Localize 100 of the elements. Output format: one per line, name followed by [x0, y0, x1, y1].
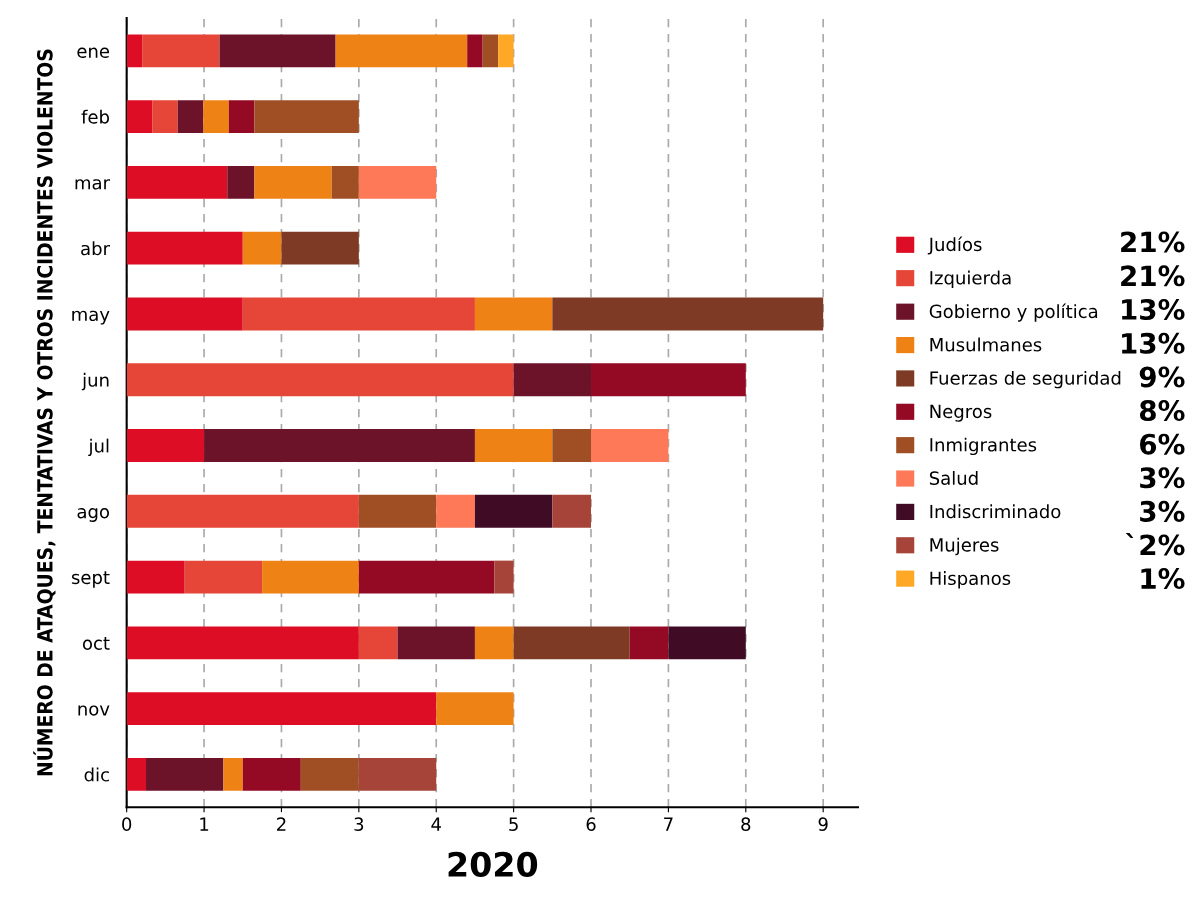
- bar: [242, 757, 301, 791]
- bar: [358, 494, 437, 528]
- bar: [262, 560, 359, 594]
- y-tick-label: nov: [78, 705, 110, 716]
- y-tick-label: may: [72, 310, 110, 325]
- x-tick-label: 4: [431, 817, 441, 831]
- bar: [126, 757, 147, 791]
- legend-label: Salud: [929, 470, 978, 485]
- bar: [513, 626, 630, 660]
- y-tick-label: mar: [75, 179, 110, 190]
- y-tick-label: ago: [77, 508, 110, 522]
- text: 3%: [1140, 500, 1185, 522]
- bar: [126, 297, 243, 331]
- bar: [126, 626, 359, 660]
- bar: [227, 165, 255, 199]
- text: 21%: [1121, 231, 1185, 253]
- x-tick-label: 0: [122, 817, 132, 831]
- y-tick-label: oct: [82, 637, 110, 650]
- bar: [300, 757, 359, 791]
- legend-label: Mujeres: [930, 537, 999, 556]
- text: 3%: [1140, 467, 1185, 489]
- x-tick-label: 7: [664, 817, 673, 831]
- bar: [126, 231, 243, 265]
- bar: [552, 429, 592, 462]
- bar: [126, 100, 153, 134]
- bar: [513, 363, 592, 397]
- y-tick-label: abr: [81, 241, 110, 256]
- bar: [126, 560, 185, 594]
- bar: [494, 560, 514, 594]
- bar: [358, 560, 495, 594]
- bar: [436, 692, 514, 726]
- x-tick-label: 2: [277, 817, 286, 831]
- bar: [228, 100, 255, 134]
- text: 13%: [1122, 298, 1185, 320]
- bar: [254, 165, 332, 199]
- x-tick-label: 5: [509, 817, 518, 831]
- y-tick-label: jun: [81, 372, 109, 391]
- bar: [467, 34, 483, 68]
- y-tick-label: ene: [77, 47, 110, 58]
- y-tick-label: dic: [84, 767, 109, 782]
- bar: [331, 165, 359, 199]
- bar: [203, 100, 229, 134]
- bar: [591, 429, 669, 462]
- bar: [482, 34, 499, 68]
- legend-label: Gobierno y política: [929, 303, 1098, 322]
- x-tick-label: 1: [200, 817, 209, 831]
- bar: [335, 34, 468, 68]
- bar: [668, 626, 746, 660]
- bar: [126, 692, 437, 726]
- legend-label: Fuerzas de seguridad: [930, 370, 1121, 389]
- bar: [204, 429, 475, 462]
- bar: [552, 494, 592, 528]
- legend-label: Hispanos: [930, 571, 1011, 589]
- text: 1%: [1141, 568, 1185, 590]
- legend-label: Indiscriminado: [930, 504, 1061, 519]
- legend-label: Inmigrantes: [930, 437, 1037, 456]
- legend-label: Izquierda: [930, 270, 1011, 289]
- text: 8%: [1139, 400, 1185, 422]
- bar: [152, 100, 178, 134]
- text: 21%: [1121, 265, 1185, 287]
- x-tick-label: 6: [586, 817, 596, 831]
- bar: [474, 429, 553, 462]
- bar: [358, 626, 398, 660]
- legend-label: Musulmanes: [930, 337, 1042, 352]
- bar: [358, 165, 437, 199]
- bar: [629, 626, 669, 660]
- bar: [126, 34, 143, 68]
- legend-label: Judíos: [927, 236, 982, 255]
- y-tick-label: feb: [81, 109, 110, 124]
- y-tick-label: jul: [88, 438, 109, 457]
- bar: [184, 560, 263, 594]
- y-tick-label: sept: [71, 571, 110, 588]
- bar: [552, 297, 824, 331]
- x-tick-label: 9: [818, 817, 828, 831]
- bar: [223, 757, 243, 791]
- bar: [126, 494, 359, 528]
- text: `2%: [1125, 532, 1185, 556]
- bar: [498, 34, 514, 68]
- x-axis-title: 2020: [448, 851, 538, 877]
- bar: [219, 34, 336, 68]
- bar: [242, 297, 475, 331]
- text: 6%: [1140, 433, 1185, 455]
- bar: [436, 494, 475, 528]
- bar: [126, 429, 205, 462]
- text: 13%: [1122, 332, 1185, 354]
- bar: [397, 626, 475, 660]
- bar: [126, 165, 228, 199]
- bar: [177, 100, 204, 134]
- bar: [281, 231, 359, 265]
- bar: [358, 757, 437, 791]
- bar: [146, 757, 224, 791]
- bar: [126, 363, 514, 397]
- bar: [254, 100, 359, 134]
- text: 9%: [1139, 366, 1185, 388]
- bar: [474, 626, 514, 660]
- bar: [474, 494, 553, 528]
- bar: [142, 34, 220, 68]
- bar: [242, 231, 282, 265]
- x-tick-label: 8: [741, 817, 751, 831]
- y-axis-title: NÚMERO DE ATAQUES, TENTATIVAS Y OTROS INCIDENTES VIOLENTOS: [33, 49, 56, 776]
